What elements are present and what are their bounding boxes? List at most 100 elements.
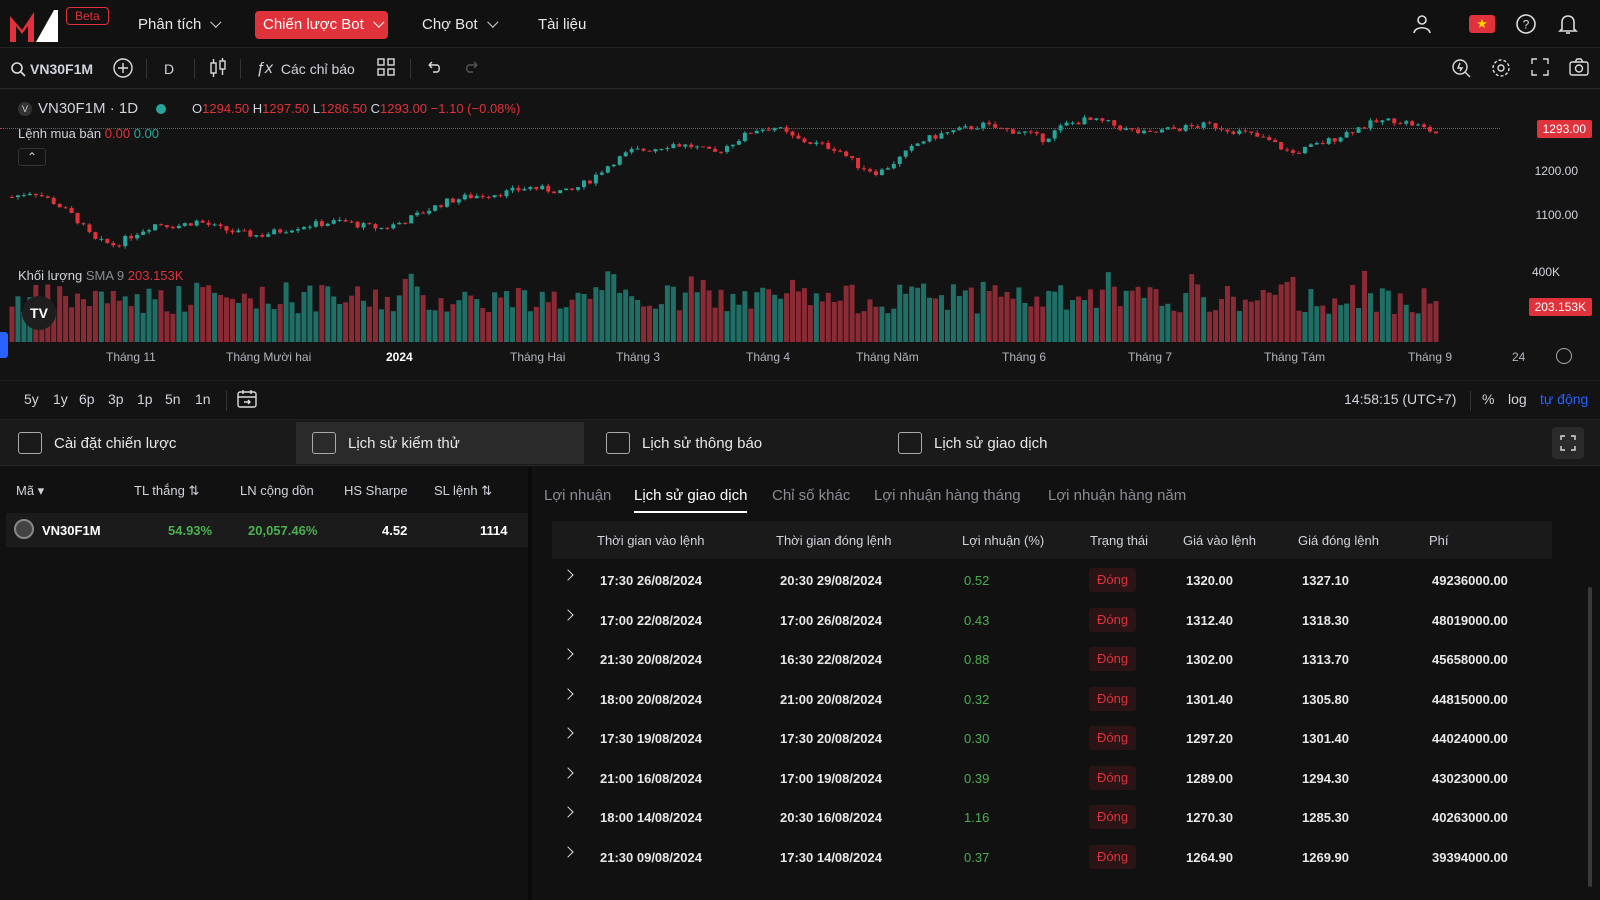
volume-bar [396, 295, 402, 342]
nav-analysis[interactable]: Phân tích [130, 11, 225, 39]
expand-row-icon[interactable] [562, 608, 574, 621]
nav-bot-strategy[interactable]: Chiến lược Bot [255, 11, 388, 39]
undo-icon[interactable] [424, 57, 444, 81]
range-3m[interactable]: 3p [108, 391, 124, 407]
add-symbol-icon[interactable] [112, 57, 134, 81]
candle-body [689, 144, 694, 148]
table-row[interactable]: 21:30 20/08/2024 16:30 22/08/2024 0.88 Đóng… [552, 640, 1552, 679]
range-1d[interactable]: 1n [195, 391, 211, 407]
subtab-yearly-profit[interactable]: Lợi nhuận hàng năm [1048, 487, 1187, 504]
interval-button[interactable]: D [164, 61, 175, 77]
candle-body [713, 148, 718, 152]
price-chart[interactable]: V VN30F1M · 1D O1294.50 H1297.50 L1286.5… [0, 90, 1600, 380]
table-row[interactable]: 18:00 20/08/2024 21:00 20/08/2024 0.32 Đóng… [552, 680, 1552, 719]
col-entry-price[interactable]: Giá vào lệnh [1183, 533, 1256, 548]
tab-label: Lịch sử thông báo [642, 434, 763, 452]
col-entry-time[interactable]: Thời gian vào lệnh [597, 533, 705, 548]
indicators-button[interactable]: ƒx Các chỉ báo [256, 57, 355, 81]
subtab-trade-history[interactable]: Lịch sử giao dịch [634, 487, 748, 513]
candle-body [266, 234, 271, 237]
nav-bot-market[interactable]: Chợ Bot [414, 11, 502, 39]
expand-row-icon[interactable] [562, 766, 574, 779]
scrollbar[interactable] [1588, 587, 1592, 887]
tab-strategy-settings[interactable]: Cài đặt chiến lược [2, 422, 294, 464]
range-5d[interactable]: 5n [165, 391, 181, 407]
trade-history-icon [898, 432, 922, 454]
axis-settings-icon[interactable] [1556, 348, 1572, 364]
brand-logo[interactable] [8, 6, 60, 44]
expand-panel-icon[interactable] [1552, 427, 1584, 459]
row-fee: 45658000.00 [1432, 652, 1508, 667]
expand-row-icon[interactable] [562, 806, 574, 818]
table-row[interactable]: VN30F1M 54.93% 20,057.46% 4.52 1114 [6, 513, 528, 547]
expand-row-icon[interactable] [562, 687, 574, 700]
vietnam-flag-icon[interactable]: ★ [1468, 12, 1496, 36]
percent-toggle[interactable]: % [1482, 391, 1495, 407]
collapse-legend-button[interactable]: ⌃ [18, 148, 46, 166]
table-row[interactable]: 17:30 26/08/2024 20:30 29/08/2024 0.52 Đóng… [552, 561, 1552, 600]
search-icon [11, 62, 26, 77]
volume-bar [551, 291, 557, 342]
candle-body [170, 226, 175, 229]
volume-bar [349, 295, 355, 342]
camera-icon[interactable] [1568, 57, 1590, 81]
col-exit-price[interactable]: Giá đóng lệnh [1298, 533, 1379, 548]
expand-row-icon[interactable] [562, 648, 574, 660]
candle-body [885, 168, 890, 170]
subtab-monthly-profit[interactable]: Lợi nhuận hàng tháng [874, 487, 1021, 504]
table-row[interactable]: 21:00 16/08/2024 17:00 19/08/2024 0.39 Đóng… [552, 759, 1552, 798]
candle-style-icon[interactable] [208, 57, 228, 81]
user-icon[interactable] [1410, 12, 1434, 36]
auto-toggle[interactable]: tự động [1540, 391, 1589, 407]
candle-body [1332, 138, 1337, 142]
expand-row-icon[interactable] [562, 569, 574, 581]
bell-icon[interactable] [1556, 12, 1580, 36]
candle-body [993, 124, 998, 128]
candle-body [921, 141, 926, 144]
subtab-other-metrics[interactable]: Chỉ số khác [772, 487, 851, 504]
col-cumulative-pnl[interactable]: LN cộng dồn [240, 483, 314, 498]
table-row[interactable]: 17:30 19/08/2024 17:30 20/08/2024 0.30 Đóng… [552, 719, 1552, 758]
volume-bar [1433, 301, 1439, 342]
y-axis-label: 1200.00 [1534, 164, 1578, 178]
range-6m[interactable]: 6p [79, 391, 95, 407]
settings-gear-icon[interactable] [1490, 57, 1512, 81]
symbol-search[interactable]: VN30F1M [10, 57, 93, 81]
col-status[interactable]: Trạng thái [1090, 533, 1149, 548]
help-icon[interactable]: ? [1514, 12, 1538, 36]
nav-docs[interactable]: Tài liệu [530, 11, 594, 39]
tab-backtest-history[interactable]: Lịch sử kiểm thử [296, 422, 584, 464]
row-sharpe: 4.52 [382, 523, 408, 538]
log-toggle[interactable]: log [1508, 391, 1527, 407]
tab-trade-history[interactable]: Lịch sử giao dịch [882, 422, 1170, 464]
volume-bar [384, 296, 390, 342]
expand-row-icon[interactable] [562, 727, 574, 739]
redo-icon[interactable] [462, 57, 482, 81]
col-order-count[interactable]: SL lệnh ⇅ [434, 483, 493, 498]
volume-bar [128, 306, 134, 342]
tab-notification-history[interactable]: Lịch sử thông báo [590, 422, 878, 464]
col-win-rate[interactable]: TL thắng ⇅ [134, 483, 200, 498]
quick-search-icon[interactable] [1450, 57, 1472, 81]
col-profit[interactable]: Lợi nhuận (%) [962, 533, 1045, 548]
range-5y[interactable]: 5y [24, 391, 39, 407]
range-1m[interactable]: 1p [137, 391, 153, 407]
col-symbol[interactable]: Mã ▾ [16, 483, 45, 498]
col-exit-time[interactable]: Thời gian đóng lệnh [776, 533, 892, 548]
x-axis-label: Tháng Tám [1264, 350, 1326, 364]
table-row[interactable]: 17:00 22/08/2024 17:00 26/08/2024 0.43 Đóng… [552, 601, 1552, 640]
fullscreen-icon[interactable] [1530, 57, 1550, 81]
clock-time[interactable]: 14:58:15 (UTC+7) [1344, 391, 1457, 407]
candle-body [1350, 132, 1355, 134]
side-panel-handle[interactable] [0, 332, 8, 358]
col-fee[interactable]: Phí [1429, 533, 1449, 548]
goto-date-icon[interactable] [236, 389, 258, 412]
expand-row-icon[interactable] [562, 845, 574, 858]
table-row[interactable]: 18:00 14/08/2024 20:30 16/08/2024 1.16 Đóng… [552, 798, 1552, 837]
layout-grid-icon[interactable] [376, 57, 396, 81]
col-sharpe[interactable]: HS Sharpe [344, 483, 408, 498]
tradingview-logo[interactable]: TV [22, 296, 56, 330]
subtab-profit[interactable]: Lợi nhuận [544, 487, 612, 504]
range-1y[interactable]: 1y [53, 391, 68, 407]
table-row[interactable]: 21:30 09/08/2024 17:30 14/08/2024 0.37 Đóng… [552, 838, 1552, 877]
